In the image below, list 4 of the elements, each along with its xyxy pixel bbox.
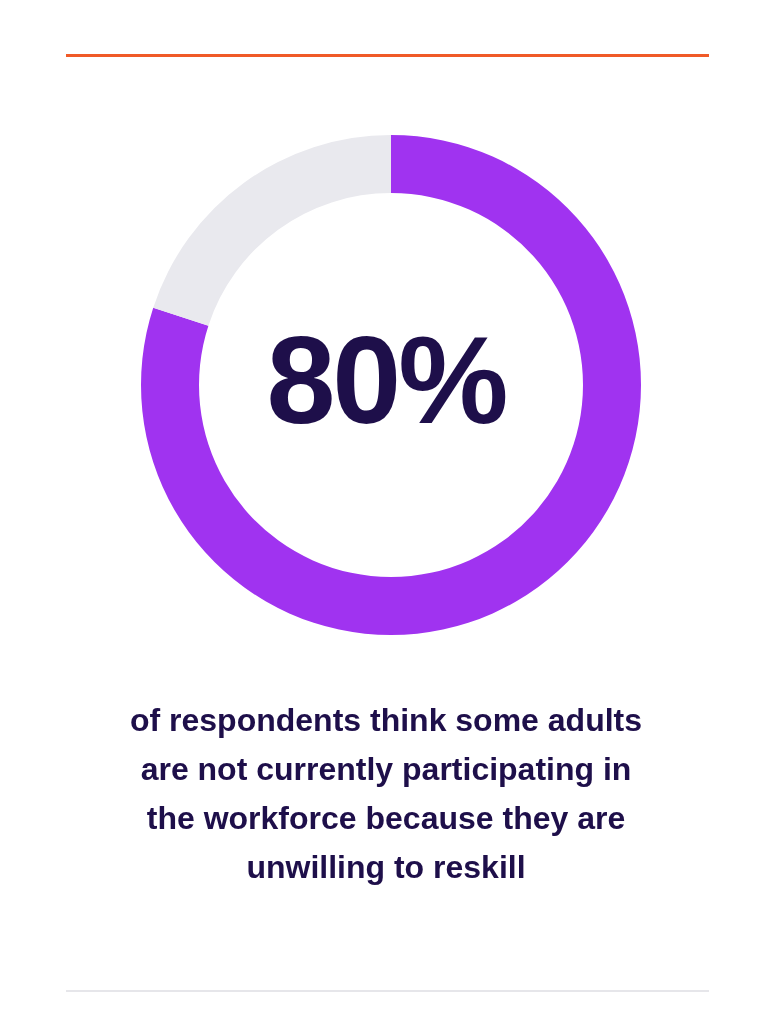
donut-slice	[141, 135, 641, 635]
donut-slice	[153, 135, 391, 326]
text: 80%	[265, 310, 507, 450]
text: of respondents think some adults are not currently participating in the workforce because they are unwilling to reskill	[128, 701, 644, 887]
